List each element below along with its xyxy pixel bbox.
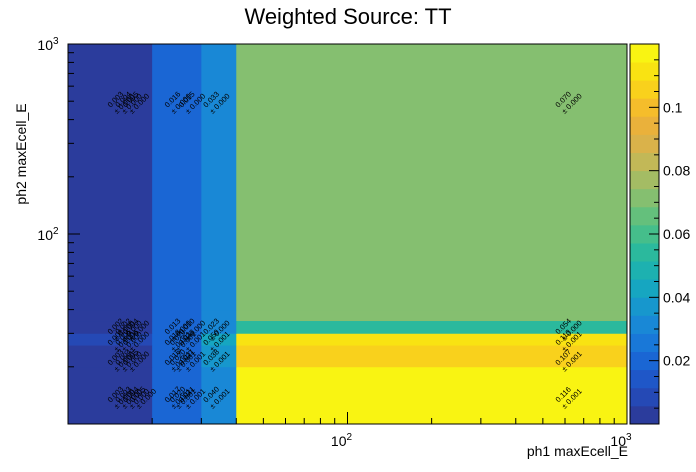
colorbar-segment — [630, 116, 659, 135]
heatmap-cell — [236, 309, 628, 322]
heatmap-cell — [236, 44, 628, 311]
tick-base: 10 — [37, 37, 53, 53]
heatmap-cell — [236, 333, 628, 346]
colorbar-segment — [630, 80, 659, 99]
chart-title: Weighted Source: TT — [244, 4, 451, 29]
colorbar-tick-label: 0.06 — [663, 226, 690, 242]
x-tick-label: 103 — [610, 432, 632, 449]
y-axis-label: ph2 maxEcell_E — [13, 103, 29, 204]
tick-exponent: 2 — [53, 226, 59, 237]
colorbar-segment — [630, 134, 659, 153]
tick-exponent: 2 — [347, 432, 353, 443]
colorbar-tick-label: 0.1 — [663, 99, 683, 115]
heatmap-cell — [68, 366, 153, 425]
heatmap-cell — [68, 309, 153, 322]
heatmap-cell — [152, 44, 202, 311]
heatmap-cell — [236, 345, 628, 368]
heatmap-cell — [68, 44, 153, 311]
heatmap-cell — [68, 333, 153, 346]
colorbar-tick-label: 0.04 — [663, 289, 690, 305]
tick-exponent: 3 — [626, 432, 632, 443]
colorbar-segment — [630, 387, 659, 407]
colorbar-segment — [630, 152, 659, 172]
tick-exponent: 3 — [53, 36, 59, 47]
heatmap-cell — [152, 333, 202, 346]
colorbar-segment — [630, 243, 659, 262]
heatmap-cell — [201, 366, 237, 425]
tick-base: 10 — [610, 433, 626, 449]
colorbar-segment — [630, 333, 659, 353]
heatmap-cell — [152, 366, 202, 425]
colorbar-segment — [630, 170, 659, 190]
colorbar-segment — [630, 315, 659, 334]
colorbar-segment — [630, 224, 659, 244]
x-tick-label: 102 — [331, 432, 353, 449]
colorbar-segment — [630, 369, 659, 389]
colorbar-segment — [630, 206, 659, 226]
colorbar-tick-label: 0.08 — [663, 163, 690, 179]
colorbar-segment — [630, 297, 659, 316]
heatmap-cell — [152, 309, 202, 322]
tick-base: 10 — [37, 227, 53, 243]
colorbar-segment — [630, 188, 659, 208]
heatmap-cell — [201, 320, 237, 334]
y-tick-label: 102 — [37, 226, 59, 243]
heatmap-cells — [68, 44, 628, 425]
tick-base: 10 — [331, 433, 347, 449]
colorbar-segment — [630, 279, 659, 298]
heatmap-cell — [236, 320, 628, 334]
colorbar-segment — [630, 98, 659, 117]
heatmap-cell — [152, 345, 202, 368]
x-axis-label: ph1 maxEcell_E — [527, 443, 628, 459]
heatmap-cell — [236, 366, 628, 425]
colorbar-segment — [630, 351, 659, 371]
colorbar-segment — [630, 405, 659, 425]
heatmap-cell — [201, 333, 237, 346]
colorbar-segment — [630, 62, 659, 81]
heatmap-cell — [201, 44, 237, 311]
colorbar: 0.02 0.04 0.06 0.08 0.1 — [629, 43, 690, 425]
y-tick-label: 103 — [37, 36, 59, 53]
heatmap-cell — [68, 320, 153, 334]
heatmap-cell — [201, 309, 237, 322]
heatmap-cell — [152, 320, 202, 334]
heatmap-cell — [68, 345, 153, 368]
heatmap-cell — [201, 345, 237, 368]
colorbar-tick-label: 0.02 — [663, 353, 690, 369]
colorbar-segment — [630, 44, 659, 63]
colorbar-segment — [630, 261, 659, 280]
